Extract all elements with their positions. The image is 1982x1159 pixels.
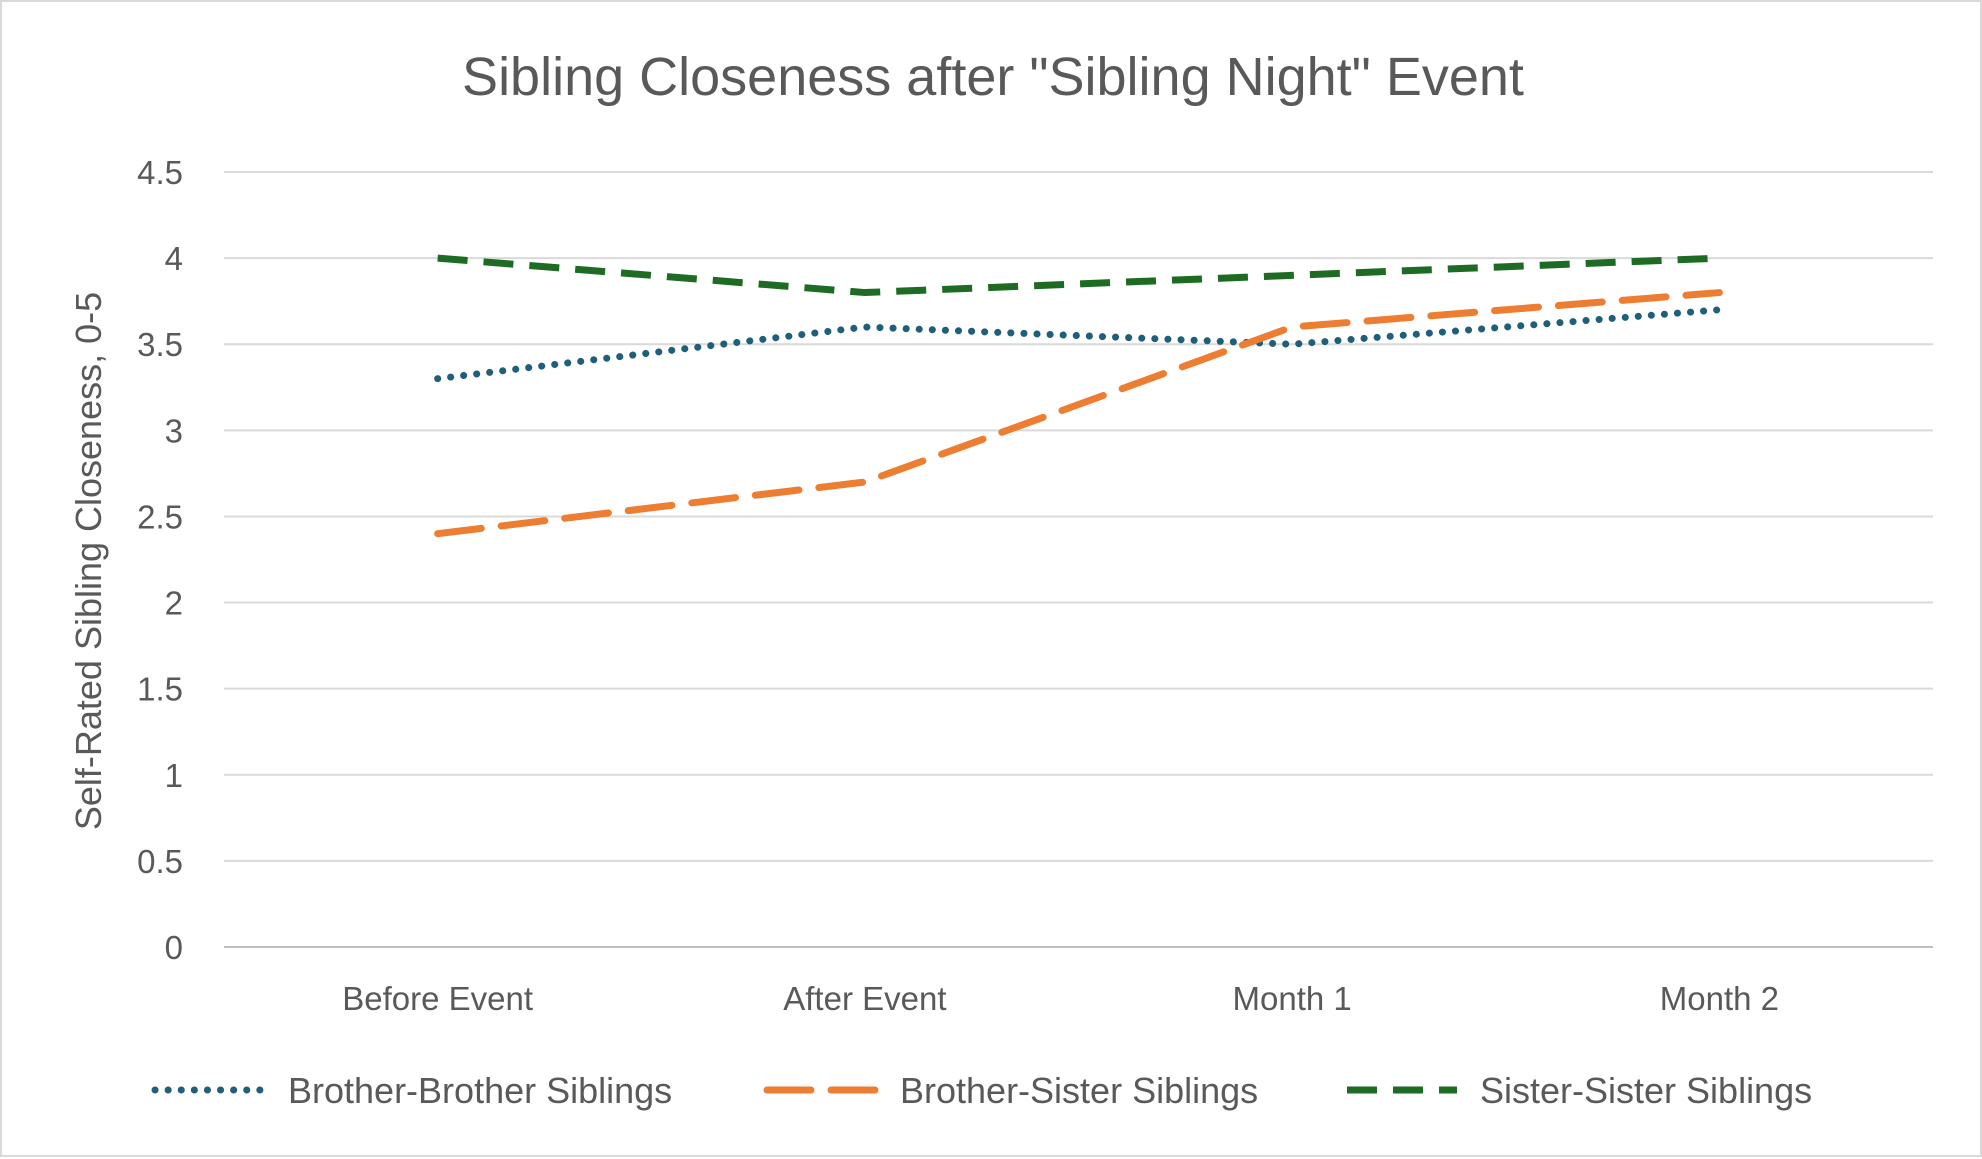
y-tick-label: 3.5 (137, 326, 183, 363)
y-axis-title: Self-Rated Sibling Closeness, 0-5 (68, 292, 109, 830)
legend-label-3: Sister-Sister Siblings (1480, 1070, 1812, 1111)
x-tick-label: Month 1 (1233, 980, 1352, 1017)
x-tick-label: Before Event (342, 980, 533, 1017)
y-tick-label: 3 (165, 412, 183, 449)
x-tick-label: After Event (783, 980, 946, 1017)
series-lines (438, 258, 1720, 534)
legend-label-2: Brother-Sister Siblings (900, 1070, 1258, 1111)
y-tick-label: 1.5 (137, 671, 183, 708)
gridlines (224, 172, 1933, 947)
series-line-2 (438, 293, 1720, 534)
y-tick-label: 1 (165, 757, 183, 794)
legend: Brother-Brother Siblings Brother-Sister S… (155, 1070, 1812, 1111)
y-tick-label: 4.5 (137, 154, 183, 191)
y-tick-label: 4 (165, 240, 183, 277)
chart-title: Sibling Closeness after "Sibling Night" … (462, 47, 1524, 107)
y-tick-label: 2 (165, 585, 183, 622)
legend-label-1: Brother-Brother Siblings (288, 1070, 672, 1111)
y-tick-label: 2.5 (137, 498, 183, 535)
x-tick-label: Month 2 (1660, 980, 1779, 1017)
series-line-3 (438, 258, 1720, 292)
y-tick-label: 0 (165, 929, 183, 966)
x-axis-ticks: Before Event After Event Month 1 Month 2 (342, 980, 1779, 1017)
y-axis-ticks: 0 0.5 1 1.5 2 2.5 3 3.5 4 4.5 (137, 154, 183, 966)
y-tick-label: 0.5 (137, 843, 183, 880)
